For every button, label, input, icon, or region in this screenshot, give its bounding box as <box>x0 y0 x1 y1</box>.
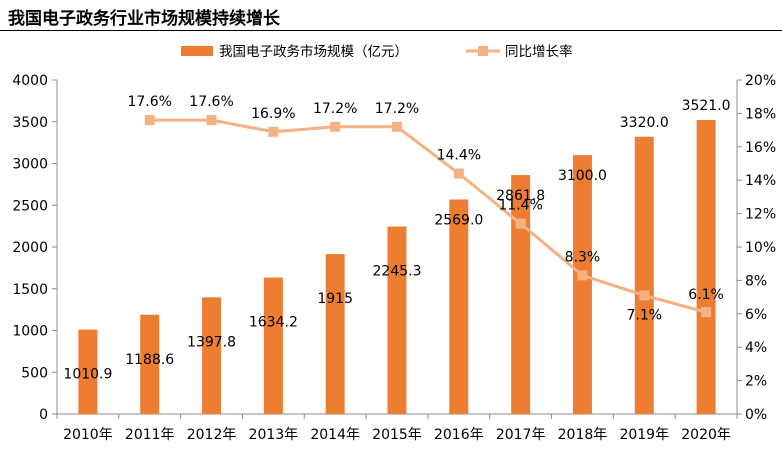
line-value-label: 8.3% <box>565 249 601 265</box>
bar-value-label: 3521.0 <box>682 98 731 114</box>
line-value-label: 16.9% <box>251 106 295 122</box>
line-marker-2019年 <box>639 290 650 301</box>
line-marker-2011年 <box>144 115 155 126</box>
y-left-tick-label: 4000 <box>12 73 48 89</box>
bar-value-label: 1188.6 <box>125 352 174 368</box>
y-right-tick-label: 20% <box>745 73 776 89</box>
line-value-label: 17.2% <box>313 101 357 117</box>
header-bar: 我国电子政务行业市场规模持续增长 <box>0 0 782 31</box>
bar-2018年 <box>572 155 592 414</box>
y-right-tick-label: 6% <box>745 307 767 323</box>
bar-2019年 <box>634 136 654 414</box>
legend-marker-line <box>478 46 488 56</box>
line-value-label: 17.6% <box>189 94 233 110</box>
line-marker-2018年 <box>577 270 588 281</box>
y-left-tick-label: 500 <box>21 365 48 381</box>
line-marker-2016年 <box>453 168 464 179</box>
growth-rate-line <box>149 118 707 314</box>
x-tick-label: 2014年 <box>310 427 360 443</box>
page-title: 我国电子政务行业市场规模持续增长 <box>8 9 280 29</box>
y-left-tick-label: 3500 <box>12 115 48 131</box>
x-tick-label: 2016年 <box>434 427 484 443</box>
bar-2017年 <box>511 175 531 414</box>
y-right-tick-label: 12% <box>745 207 776 223</box>
y-left-tick-label: 0 <box>39 407 48 423</box>
y-left-tick-label: 3000 <box>12 157 48 173</box>
y-right-tick-label: 8% <box>745 273 767 289</box>
bar-value-label: 1010.9 <box>63 367 112 383</box>
line-marker-2015年 <box>392 121 402 132</box>
line-marker-2013年 <box>268 126 279 137</box>
line-value-label: 14.4% <box>437 148 481 164</box>
bar-value-label: 2569.0 <box>434 212 483 228</box>
line-value-label: 17.2% <box>375 101 419 117</box>
y-right-tick-label: 18% <box>745 106 776 122</box>
bar-2012年 <box>202 297 222 414</box>
y-left-tick-label: 1000 <box>12 324 48 340</box>
y-right-tick-label: 0% <box>745 407 767 423</box>
y-right-tick-label: 16% <box>745 140 776 156</box>
bar-value-label: 1397.8 <box>187 334 236 350</box>
bar-value-label: 3320.0 <box>620 115 669 131</box>
x-tick-label: 2013年 <box>249 427 299 443</box>
y-left-tick-label: 2000 <box>12 240 48 256</box>
x-tick-label: 2011年 <box>125 427 175 443</box>
y-left-tick-label: 1500 <box>12 282 48 298</box>
line-marker-2012年 <box>206 115 217 126</box>
bar-2016年 <box>449 199 469 414</box>
line-marker-2020年 <box>701 307 712 318</box>
bar-value-label: 1634.2 <box>249 315 298 331</box>
bar-2011年 <box>140 314 160 414</box>
y-right-tick-label: 10% <box>745 240 776 256</box>
x-tick-label: 2012年 <box>187 427 237 443</box>
y-right-tick-label: 4% <box>745 340 767 356</box>
bar-2020年 <box>696 119 716 415</box>
x-tick-label: 2010年 <box>63 427 113 443</box>
line-marker-2017年 <box>515 218 526 229</box>
bar-value-label: 2861.8 <box>496 188 545 204</box>
bar-2014年 <box>325 254 345 414</box>
line-value-label: 11.4% <box>498 198 542 214</box>
bar-2015年 <box>387 226 407 414</box>
line-value-label: 7.1% <box>626 307 662 323</box>
bar-value-label: 1915 <box>317 291 353 307</box>
y-right-tick-label: 14% <box>745 173 776 189</box>
bar-2010年 <box>78 329 98 414</box>
line-value-label: 6.1% <box>688 287 724 303</box>
x-tick-label: 2020年 <box>681 427 731 443</box>
y-left-tick-label: 2500 <box>12 198 48 214</box>
line-marker-2014年 <box>330 121 341 132</box>
bar-value-label: 3100.0 <box>558 168 607 184</box>
legend-label-line: 同比增长率 <box>505 43 573 60</box>
y-right-tick-label: 2% <box>745 374 767 390</box>
bar-value-label: 2245.3 <box>373 264 422 280</box>
title-divider <box>0 30 782 31</box>
x-tick-label: 2017年 <box>496 427 546 443</box>
x-tick-label: 2018年 <box>558 427 608 443</box>
bar-2013年 <box>263 277 283 414</box>
legend-label-bar: 我国电子政务市场规模（亿元） <box>219 43 408 60</box>
x-tick-label: 2019年 <box>619 427 669 443</box>
line-value-label: 17.6% <box>127 94 171 110</box>
x-tick-label: 2015年 <box>372 427 422 443</box>
legend-swatch-bar <box>181 46 213 56</box>
